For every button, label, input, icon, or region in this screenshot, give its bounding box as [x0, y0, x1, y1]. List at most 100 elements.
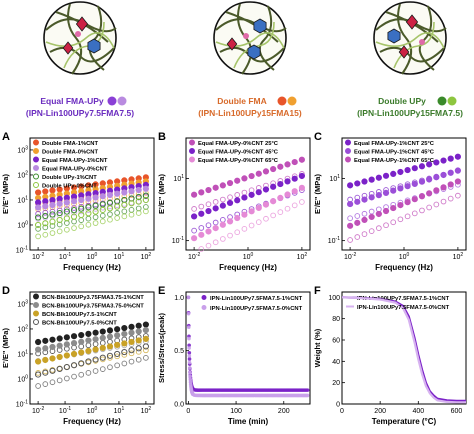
data-point — [234, 214, 241, 222]
legend-label: BCN-Blk100UPy7.5-0%CNT — [42, 321, 117, 327]
schematic-1 — [43, 1, 117, 75]
data-point — [70, 213, 78, 220]
y-axis-label: E'/E" (MPa) — [157, 174, 166, 214]
data-point — [291, 175, 298, 182]
data-point-loss — [234, 192, 241, 198]
data-point — [78, 338, 85, 345]
data-point — [121, 340, 128, 347]
legend-label: IPN-Lin100UPy7.5FMA7.5-1%CNT — [210, 296, 303, 302]
legend-label: Double UPy-0%CNT — [42, 184, 97, 190]
data-point — [135, 328, 142, 335]
panel-letter: D — [2, 285, 10, 297]
data-point-loss — [198, 246, 205, 252]
data-point — [191, 191, 198, 198]
panel-letter: F — [314, 285, 321, 297]
data-point — [42, 198, 49, 205]
data-point — [187, 357, 192, 361]
data-point-loss — [85, 342, 92, 349]
data-point — [106, 343, 114, 350]
legend-label: BCN-Blk100UPy3.75FMA3.75-0%CNT — [42, 304, 144, 310]
data-point-loss — [447, 195, 454, 202]
data-point-loss — [71, 373, 77, 380]
schematic-label: Double FMA — [217, 96, 267, 106]
data-point — [368, 194, 375, 201]
y-tick-label: 100 — [328, 295, 340, 302]
data-point-loss — [411, 210, 418, 217]
data-point — [397, 185, 404, 192]
data-point — [114, 332, 121, 339]
data-point-loss — [56, 228, 63, 235]
data-point — [35, 204, 42, 211]
data-point-loss — [92, 341, 99, 347]
x-tick-label: 200 — [278, 408, 290, 415]
data-point — [106, 327, 114, 334]
y-tick-label: 102 — [17, 324, 28, 333]
data-point — [447, 169, 454, 176]
data-point — [106, 333, 114, 340]
data-point-loss — [143, 208, 149, 215]
y-axis-label: E'/E" (MPa) — [1, 174, 10, 214]
data-point — [121, 348, 128, 356]
data-point — [85, 337, 92, 344]
legend-label: Equal FMA-UPy-0%CNT 65°C — [198, 158, 279, 164]
data-point — [186, 311, 191, 316]
data-point — [56, 209, 63, 217]
data-point — [142, 196, 149, 204]
data-point-loss — [255, 219, 262, 225]
data-point — [219, 202, 226, 209]
data-point — [375, 174, 382, 181]
legend-label: IPN-Lin100UPy7.5FMA7.5-0%CNT — [210, 306, 303, 312]
data-point-loss — [99, 204, 106, 211]
data-point-loss — [114, 362, 120, 369]
data-point — [187, 366, 192, 370]
x-axis-label: Frequency (Hz) — [219, 263, 277, 272]
data-point — [191, 213, 198, 220]
data-point — [35, 221, 42, 229]
data-point — [298, 172, 305, 180]
panel-b: B 10-2 100 102 10-1 101 Frequency (Hz) E'/E" (M… — [157, 131, 311, 272]
data-point — [291, 158, 298, 166]
data-point — [56, 335, 63, 342]
legend-dot — [447, 96, 457, 106]
data-point-loss — [107, 354, 113, 361]
data-point — [382, 172, 390, 179]
data-point — [92, 329, 99, 336]
x-tick-label: 100 — [230, 408, 242, 415]
data-point-loss — [135, 348, 142, 355]
legend-dot — [437, 96, 447, 106]
data-point-loss — [85, 215, 92, 222]
x-tick-label: 600 — [451, 408, 463, 415]
data-point — [382, 189, 390, 196]
data-point — [426, 190, 433, 197]
data-point — [70, 198, 78, 205]
data-point — [56, 353, 63, 361]
data-point — [63, 341, 70, 348]
data-point-loss — [107, 364, 113, 371]
data-point — [85, 330, 92, 337]
fma-adduct — [253, 18, 267, 34]
data-point — [121, 189, 128, 196]
legend-marker — [33, 139, 39, 146]
legend-label: Double FMA-0%CNT — [42, 150, 98, 156]
legend-marker — [33, 165, 39, 171]
data-point — [49, 218, 56, 225]
x-tick-label: 10-2 — [32, 406, 44, 415]
data-point — [49, 211, 56, 218]
data-point — [42, 369, 49, 376]
data-point-loss — [227, 194, 233, 201]
legend-dot — [107, 96, 117, 106]
data-point — [375, 192, 382, 199]
data-point-loss — [71, 218, 77, 225]
data-point — [418, 178, 426, 185]
data-point — [128, 338, 135, 346]
data-point-loss — [114, 353, 120, 360]
data-point — [188, 377, 193, 382]
data-point — [92, 346, 99, 353]
data-point-loss — [198, 203, 205, 210]
data-point-loss — [241, 226, 248, 232]
data-point-loss — [135, 356, 142, 363]
data-point — [128, 200, 135, 207]
data-point — [219, 221, 226, 228]
data-point-loss — [390, 219, 397, 226]
legend-marker — [33, 148, 39, 154]
